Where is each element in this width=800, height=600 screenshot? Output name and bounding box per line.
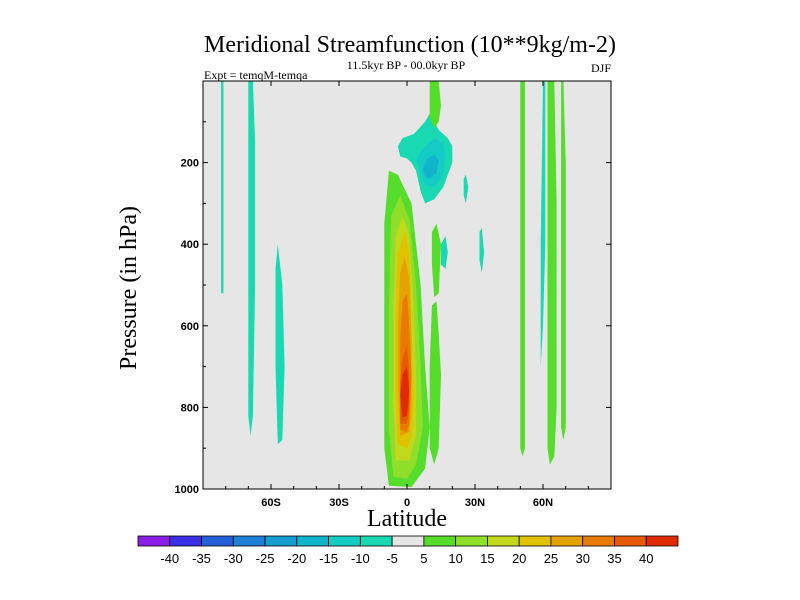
y-axis-label: Pressure (in hPa)	[116, 206, 142, 370]
colorbar-swatch	[264, 535, 298, 547]
colorbar-swatch	[232, 535, 266, 547]
colorbar: -40 -35 -30 -25 -20 -15 -10 -5 5 10 15 20 25 30 35 40	[137, 535, 679, 566]
colorbar-label: -5	[386, 551, 398, 566]
colorbar-label: 15	[480, 551, 494, 566]
y-tick-label: 800	[181, 402, 199, 414]
southern-negative-column-level--5	[221, 81, 224, 294]
colorbar-swatch	[645, 535, 679, 547]
colorbar-label: 30	[575, 551, 589, 566]
x-tick-label: 60N	[533, 497, 553, 509]
colorbar-swatch	[423, 535, 457, 547]
colorbar-label: -25	[256, 551, 275, 566]
plot-area: 60S 30S 0 30N 60N 200 400 600 800 1000	[175, 80, 612, 509]
colorbar-label: 10	[448, 551, 462, 566]
colorbar-swatch	[518, 535, 552, 547]
y-tick-label: 400	[181, 239, 199, 251]
x-tick-label: 0	[404, 497, 410, 509]
x-axis-ticks: 60S 30S 0 30N 60N	[225, 81, 589, 509]
colorbar-label: -15	[319, 551, 338, 566]
upper-negative-cell-level--15	[422, 154, 439, 179]
y-tick-label: 1000	[175, 484, 199, 496]
northern-negative-column-level--5	[540, 81, 546, 367]
x-tick-label: 30S	[329, 497, 349, 509]
colorbar-label: -20	[287, 551, 306, 566]
chart-title: Meridional Streamfunction (10**9kg/m-2)	[204, 32, 616, 58]
y-tick-label: 200	[181, 158, 199, 170]
northern-positive-column-level-5	[547, 81, 557, 465]
northern-positive-column-level-5	[561, 81, 566, 440]
colorbar-swatch	[201, 535, 234, 547]
upper-negative-cell-level--5	[463, 174, 469, 204]
x-tick-label: 30N	[465, 497, 485, 509]
colorbar-label: 25	[544, 551, 558, 566]
southern-negative-column-level--5	[275, 244, 285, 445]
colorbar-label: 5	[420, 551, 427, 566]
colorbar-swatch	[614, 535, 647, 547]
x-axis-label: Latitude	[367, 506, 447, 532]
colorbar-swatch	[391, 535, 425, 547]
colorbar-label: 40	[639, 551, 653, 566]
contour-fills	[221, 81, 566, 488]
upper-positive-cell-level-5	[429, 301, 441, 465]
colorbar-swatch	[296, 535, 329, 547]
colorbar-swatch	[455, 535, 488, 547]
upper-negative-cell-level--5	[441, 236, 448, 269]
colorbar-label: -30	[224, 551, 243, 566]
upper-positive-cell-level-5	[429, 81, 441, 128]
southern-negative-column-level--5	[248, 81, 256, 436]
y-tick-label: 600	[181, 321, 199, 333]
colorbar-swatch	[169, 535, 202, 547]
tropical-positive-cell-level-40	[400, 366, 410, 418]
colorbar-label: -40	[160, 551, 179, 566]
colorbar-swatch	[487, 535, 520, 547]
y-axis-ticks: 200 400 600 800 1000	[175, 121, 611, 496]
colorbar-label: 20	[512, 551, 526, 566]
experiment-label: Expt = temqM-temqa	[204, 68, 308, 82]
colorbar-swatch	[359, 535, 393, 547]
season-label: DJF	[591, 61, 611, 75]
northern-positive-column-level-5	[520, 81, 525, 457]
upper-negative-cell-level--5	[479, 227, 485, 273]
colorbar-label: 35	[607, 551, 621, 566]
chart-subtitle: 11.5kyr BP - 00.0kyr BP	[347, 58, 466, 72]
colorbar-swatch	[328, 535, 361, 547]
colorbar-label: -10	[351, 551, 370, 566]
colorbar-label: -35	[192, 551, 211, 566]
upper-positive-cell-level-5	[431, 223, 441, 298]
colorbar-swatch	[137, 535, 171, 547]
colorbar-swatch	[550, 535, 584, 547]
colorbar-swatch	[582, 535, 615, 547]
x-tick-label: 60S	[261, 497, 281, 509]
